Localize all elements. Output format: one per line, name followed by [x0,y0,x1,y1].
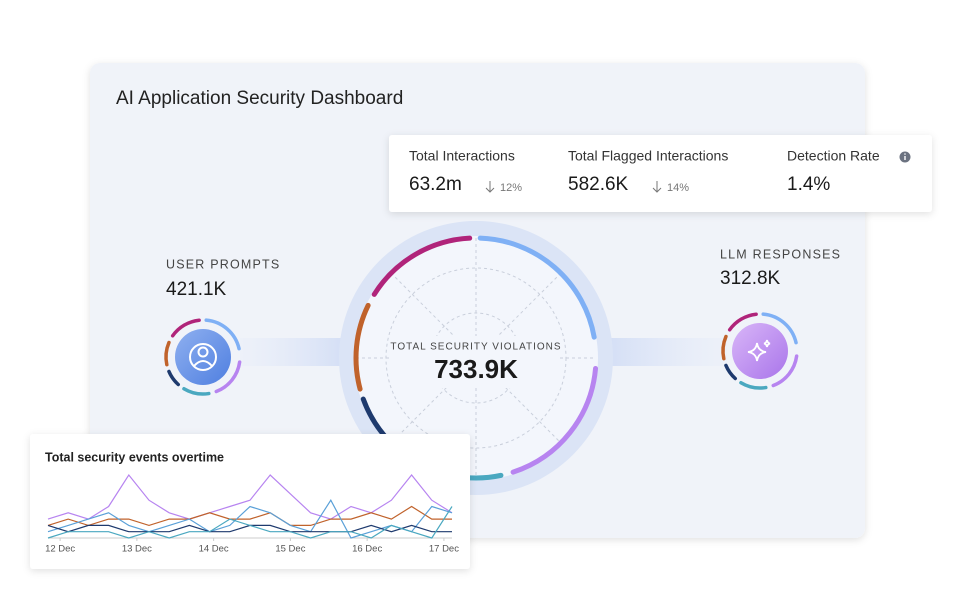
series-line [47,499,453,539]
x-tick-label: 13 Dec [122,544,152,555]
metric-label: Total Interactions [409,148,515,164]
center-value: 733.9K [434,354,518,384]
chart-title: Total security events overtime [45,450,224,464]
x-tick-label: 12 Dec [45,544,75,555]
ring-segment [771,354,799,388]
metric-label: Total Flagged Interactions [568,148,728,164]
connector [240,338,350,366]
info-glyph [904,153,906,155]
ring-segment [761,312,798,345]
person-glyph [189,343,217,371]
llm-responses-label: LLM RESPONSES [720,247,841,261]
user-prompts-value: 421.1K [166,279,227,300]
ring-segment [204,318,241,351]
ring-segment [353,302,371,392]
metric-change: 12% [500,182,522,194]
ring-segment [167,369,180,387]
x-tick-label: 15 Dec [275,544,305,555]
ring-segment [371,235,473,297]
series-line [47,506,453,539]
ring-segment [727,312,758,332]
metric-label: Detection Rate [787,148,880,164]
ring-segment [510,365,599,475]
series-line [47,473,453,520]
down-arrow [652,181,662,193]
dashboard-title: AI Application Security Dashboard [116,88,403,109]
center-backdrop [392,336,560,388]
x-tick-label: 17 Dec [429,544,459,555]
connector [602,338,727,366]
ring-segment [170,318,201,338]
metric-value: 1.4% [787,174,830,195]
ring-segment [739,380,768,390]
metric-change: 14% [667,182,689,194]
x-tick-label: 14 Dec [199,544,229,555]
sparkle-glyph [747,339,771,362]
x-tick-label: 16 Dec [352,544,382,555]
llm-responses-value: 312.8K [720,268,781,289]
ring-segment [182,386,211,396]
metric-value: 63.2m [409,174,462,195]
ring-segment [214,360,242,394]
down-arrow [485,181,495,193]
llm-icon [732,323,788,379]
ring-segment [724,363,737,381]
user-prompts-label: USER PROMPTS [166,257,280,271]
metric-value: 582.6K [568,174,629,195]
center-label: TOTAL SECURITY VIOLATIONS [390,342,561,353]
ring-segment [477,235,597,340]
ring-segment [164,340,171,367]
series-line [47,505,452,527]
info-glyph [904,156,906,160]
ring-segment [721,334,728,361]
metrics-card [389,135,932,212]
